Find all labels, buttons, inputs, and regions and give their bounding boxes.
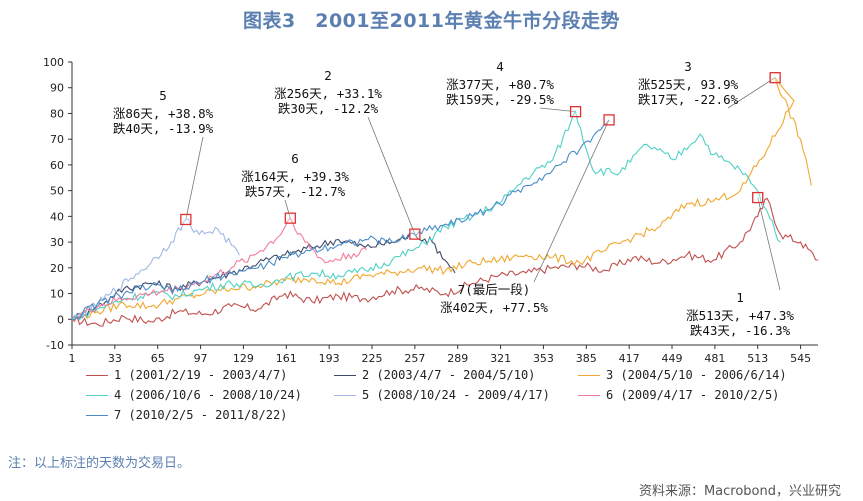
x-tick-label: 417 [619,352,640,365]
legend-label: 4 (2006/10/6 - 2008/10/24) [114,388,302,402]
y-tick-label: 80 [50,107,64,120]
legend-swatch [578,395,600,396]
legend-label: 2 (2003/4/7 - 2004/5/10) [362,368,536,382]
peak-marker [603,114,615,126]
peak-annotation-text: 跌159天, -29.5% [446,92,554,107]
legend-item-7: 7 (2010/2/5 - 2011/8/22) [86,407,287,423]
y-tick-label: 30 [50,236,64,249]
y-tick-label: 90 [50,82,64,95]
annotation-leader [533,119,610,283]
peak-annotation-text: 跌57天, -12.7% [245,184,346,199]
legend-item-4: 4 (2006/10/6 - 2008/10/24) [86,387,302,403]
legend-label: 6 (2009/4/17 - 2010/2/5) [606,388,780,402]
x-tick-label: 385 [576,352,597,365]
x-tick-label: 289 [447,352,468,365]
peak-label: 3 [684,59,692,74]
y-tick-label: 0 [57,313,64,326]
peak-annotation-text: 涨86天, +38.8% [113,106,214,121]
x-tick-label: 225 [362,352,383,365]
legend-swatch [578,375,600,376]
series-line-6 [71,217,367,323]
peak-label: 7(最后一段) [458,282,531,297]
series-line-1 [71,197,819,327]
legend-swatch [86,415,108,416]
x-tick-label: 513 [747,352,768,365]
peak-label: 2 [324,68,332,83]
source-note: 资料来源：Macrobond，兴业研究 [638,484,841,499]
peak-marker [284,212,296,224]
annotation-leader [284,199,291,219]
peak-marker [409,228,421,240]
x-tick-label: 481 [704,352,725,365]
peak-annotation-text: 跌17天, -22.6% [638,92,739,107]
legend-label: 7 (2010/2/5 - 2011/8/22) [114,408,288,422]
x-tick-label: 1 [69,352,76,365]
annotation-leader [185,136,204,220]
legend-item-2: 2 (2003/4/7 - 2004/5/10) [334,367,535,383]
y-tick-label: 10 [50,288,64,301]
x-tick-label: 129 [233,352,254,365]
x-tick-label: 321 [490,352,511,365]
annotation-leader [757,197,781,291]
legend-item-6: 6 (2009/4/17 - 2010/2/5) [578,387,779,403]
peak-annotation-text: 跌30天, -12.2% [278,101,379,116]
series-line-5 [71,218,240,320]
x-tick-label: 545 [790,352,811,365]
y-tick-label: 50 [50,185,64,198]
legend-item-1: 1 (2001/2/19 - 2003/4/7) [86,367,287,383]
footnote: 注：以上标注的天数为交易日。 [8,456,191,471]
x-tick-label: 449 [662,352,683,365]
legend-swatch [86,375,108,376]
x-tick-label: 257 [404,352,425,365]
peak-label: 1 [736,290,744,305]
peak-annotation-text: 涨513天, +47.3% [686,308,794,323]
series-line-3 [71,77,812,321]
chart-title: 图表3 2001至2011年黄金牛市分段走势 [243,10,620,32]
peak-marker [752,191,764,204]
legend-swatch [334,395,356,396]
y-tick-label: 60 [50,159,64,172]
legend-item-5: 5 (2008/10/24 - 2009/4/17) [334,387,550,403]
y-tick-label: -10 [46,339,64,352]
legend-label: 5 (2008/10/24 - 2009/4/17) [362,388,550,402]
annotation-leader [539,107,576,113]
peak-annotation-text: 涨525天, 93.9% [638,77,739,92]
y-tick-label: 20 [50,262,64,275]
x-tick-label: 193 [319,352,340,365]
peak-marker [569,106,582,118]
annotation-leader [727,77,776,109]
annotation-leader [367,116,416,235]
peak-annotation-text: 涨164天, +39.3% [241,169,349,184]
peak-marker [180,213,192,226]
x-tick-label: 33 [108,352,122,365]
legend-swatch [86,395,108,396]
legend-label: 3 (2004/5/10 - 2006/6/14) [606,368,787,382]
x-tick-label: 161 [276,352,297,365]
x-tick-label: 97 [194,352,208,365]
y-tick-label: 100 [43,56,64,69]
legend-item-3: 3 (2004/5/10 - 2006/6/14) [578,367,787,383]
series-line-4 [71,110,781,321]
legend-swatch [334,375,356,376]
x-tick-label: 353 [533,352,554,365]
y-tick-label: 70 [50,133,64,146]
peak-annotation-text: 涨377天, +80.7% [446,77,554,92]
series-line-2 [71,232,456,322]
peak-label: 5 [159,88,167,103]
peak-annotation-text: 跌40天, -13.9% [113,121,214,136]
y-tick-label: 40 [50,210,64,223]
x-tick-label: 65 [151,352,165,365]
series-line-7 [72,119,610,320]
peak-label: 6 [291,151,299,166]
legend-label: 1 (2001/2/19 - 2003/4/7) [114,368,288,382]
peak-annotation-text: 跌43天, -16.3% [690,323,791,338]
peak-marker [769,72,781,84]
peak-annotation-text: 涨256天, +33.1% [274,86,382,101]
peak-annotation-text: 涨402天, +77.5% [440,300,548,315]
peak-label: 4 [496,59,504,74]
